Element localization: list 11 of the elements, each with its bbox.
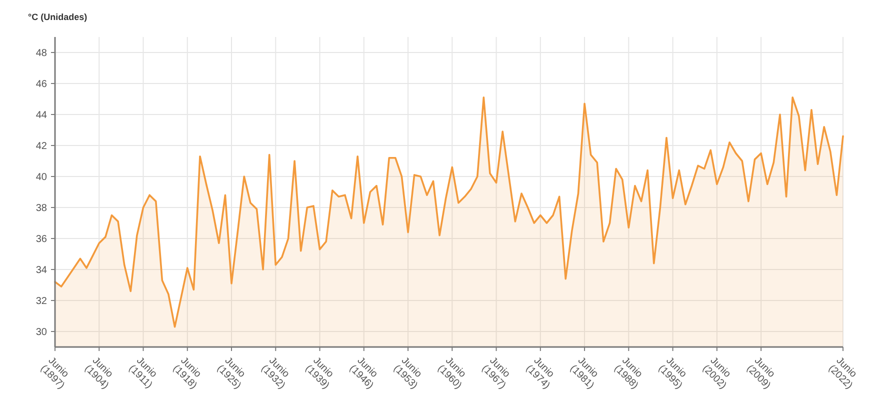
y-tick-label: 38 <box>36 203 48 214</box>
y-axis-title: °C (Unidades) <box>28 12 88 22</box>
y-tick-label: 46 <box>36 79 48 90</box>
y-tick-label: 44 <box>36 110 48 121</box>
y-tick-label: 36 <box>36 234 48 245</box>
y-tick-label: 34 <box>36 265 48 276</box>
y-tick-label: 32 <box>36 296 48 307</box>
y-tick-label: 40 <box>36 172 48 183</box>
y-tick-label: 42 <box>36 141 48 152</box>
y-tick-label: 48 <box>36 48 48 59</box>
y-tick-label: 30 <box>36 327 48 338</box>
